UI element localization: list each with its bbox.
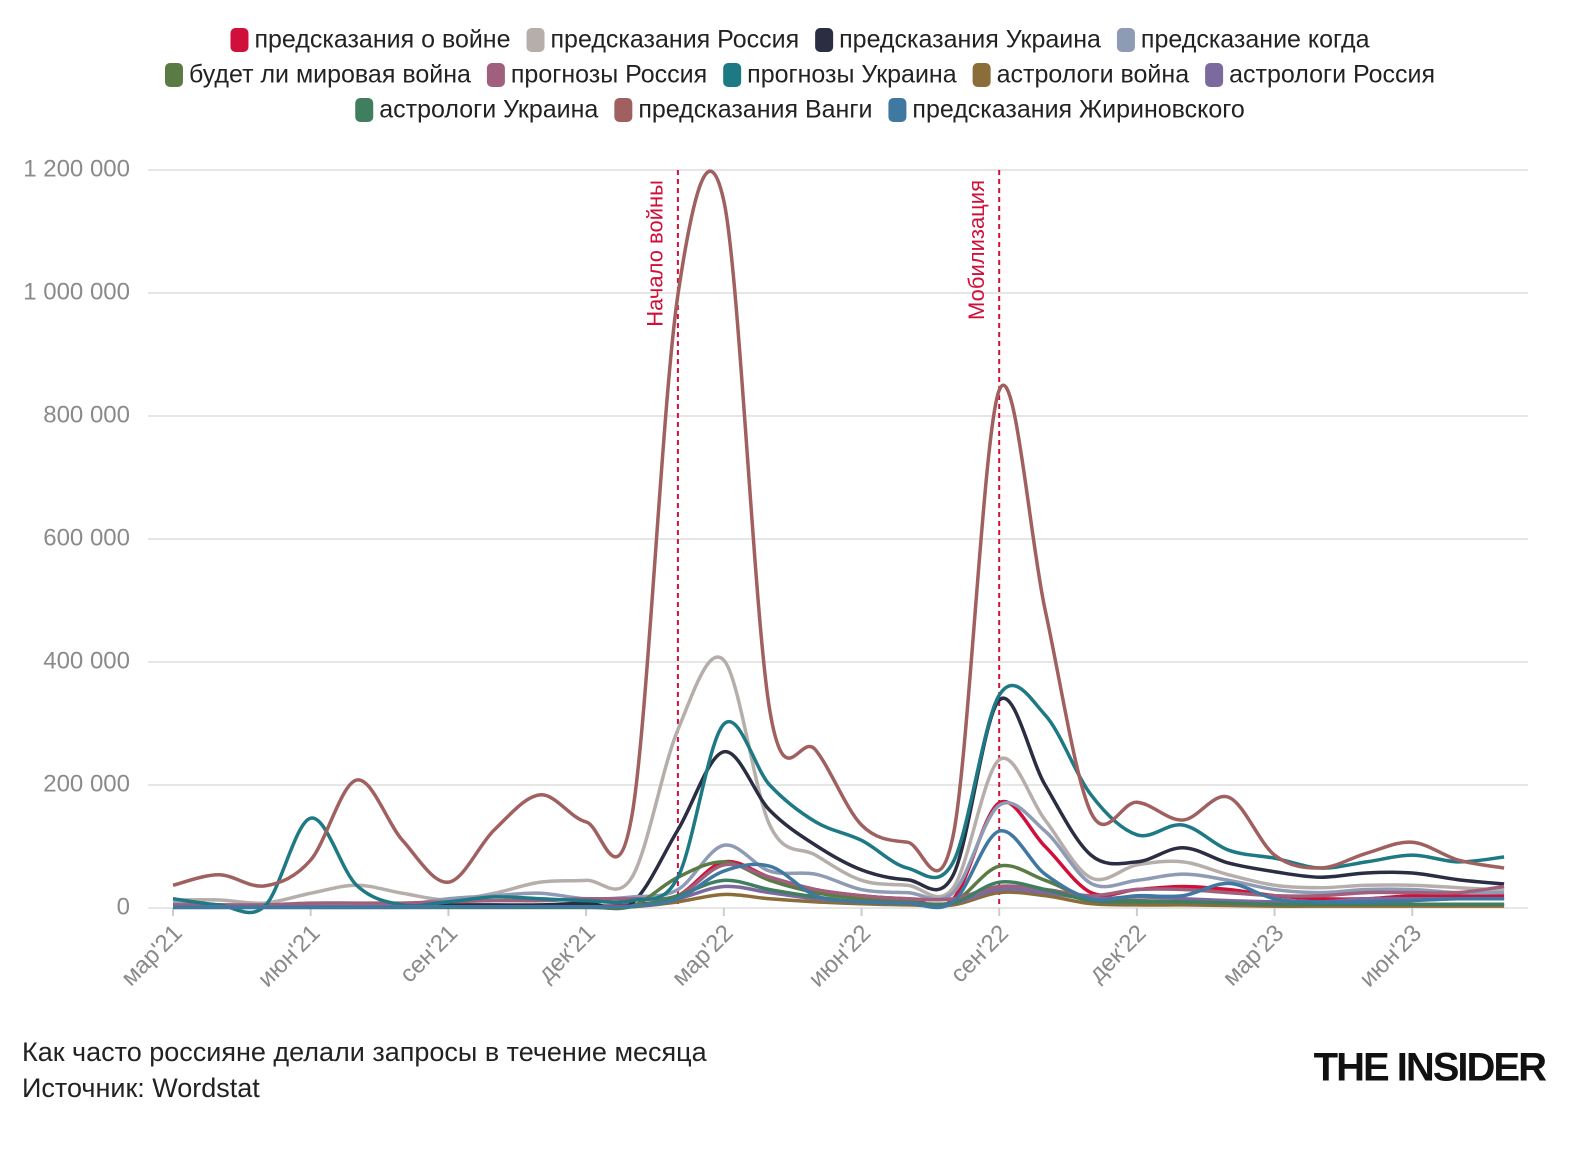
legend-item: астрологи Украина	[355, 96, 598, 124]
legend-item: предсказание когда	[1116, 26, 1370, 54]
legend-swatch	[230, 28, 249, 52]
legend-item: прогнозы Украина	[723, 61, 957, 89]
legend-swatch	[888, 98, 907, 122]
legend-label: предсказания Россия	[551, 26, 800, 54]
x-tick-label: июн'23	[1354, 920, 1427, 993]
y-tick-label: 0	[117, 893, 130, 920]
legend-swatch	[1116, 28, 1135, 52]
legend-item: предсказания Россия	[526, 26, 800, 54]
legend-label: астрологи война	[997, 61, 1190, 89]
x-tick-label: мар'22	[667, 920, 739, 992]
y-tick-label: 600 000	[43, 524, 130, 551]
annotation-label: Начало войны	[643, 180, 668, 327]
x-tick-label: дек'22	[1084, 920, 1152, 988]
y-tick-label: 800 000	[43, 401, 130, 428]
legend-item: предсказания Украина	[815, 26, 1101, 54]
legend-label: прогнозы Россия	[511, 61, 707, 89]
legend-item: предсказания о войне	[230, 26, 511, 54]
annotation-label: Мобилизация	[964, 180, 989, 320]
legend-swatch	[815, 28, 834, 52]
legend-swatch	[355, 98, 374, 122]
caption: Как часто россияне делали запросы в тече…	[22, 1037, 708, 1067]
legend-item: предсказания Жириновского	[888, 96, 1245, 124]
legend-label: астрологи Россия	[1229, 61, 1435, 89]
legend-label: предсказания Жириновского	[912, 96, 1244, 124]
x-tick-label: сен'22	[945, 920, 1014, 989]
legend-label: предсказания Ванги	[638, 96, 872, 124]
legend-label: прогнозы Украина	[747, 61, 957, 89]
source: Источник: Wordstat	[22, 1073, 260, 1103]
legend-item: астрологи война	[972, 61, 1190, 89]
series-line	[172, 683, 1505, 915]
legend-swatch	[486, 63, 505, 87]
legend-label: предсказания Украина	[839, 26, 1101, 54]
legend-item: прогнозы Россия	[486, 61, 707, 89]
legend-item: предсказания Ванги	[614, 96, 872, 124]
legend-swatch	[972, 63, 991, 87]
x-tick-label: мар'21	[116, 920, 188, 992]
series-line	[172, 655, 1505, 906]
x-tick-label: дек'21	[533, 920, 601, 988]
y-tick-label: 1 000 000	[23, 278, 130, 305]
x-tick-label: мар'23	[1218, 920, 1290, 992]
x-tick-label: июн'21	[253, 920, 326, 993]
x-tick-label: июн'22	[803, 920, 876, 993]
legend-item: будет ли мировая война	[164, 61, 471, 89]
legend-label: астрологи Украина	[379, 96, 598, 124]
legend-swatch	[164, 63, 183, 87]
legend-swatch	[614, 98, 633, 122]
series-line	[172, 801, 1505, 908]
legend-swatch	[1205, 63, 1224, 87]
series-line	[172, 829, 1505, 910]
legend-swatch	[723, 63, 742, 87]
legend-label: предсказания о войне	[254, 26, 510, 54]
legend: предсказания о войне предсказания Россия п…	[164, 26, 1435, 124]
y-tick-label: 400 000	[43, 647, 130, 674]
x-tick-label: сен'21	[395, 920, 464, 989]
brand-logo: THE INSIDER	[1314, 1046, 1547, 1090]
legend-swatch	[526, 28, 545, 52]
series-line	[172, 696, 1505, 911]
legend-item: астрологи Россия	[1205, 61, 1435, 89]
legend-label: будет ли мировая война	[189, 61, 471, 89]
legend-label: предсказание когда	[1141, 26, 1370, 54]
y-tick-label: 200 000	[43, 770, 130, 797]
y-tick-label: 1 200 000	[23, 155, 130, 182]
series-line	[172, 169, 1505, 888]
